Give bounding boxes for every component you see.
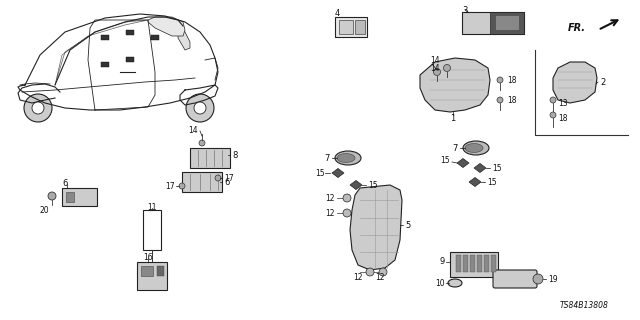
Bar <box>470 255 475 272</box>
Ellipse shape <box>335 151 361 165</box>
Text: 20: 20 <box>39 205 49 214</box>
Polygon shape <box>350 180 362 189</box>
Circle shape <box>497 77 503 83</box>
Circle shape <box>32 102 44 114</box>
Bar <box>126 30 134 35</box>
Text: FR.: FR. <box>568 23 586 33</box>
Text: 15: 15 <box>316 169 325 178</box>
Text: 1: 1 <box>451 114 456 123</box>
Bar <box>495 15 519 30</box>
Text: 18: 18 <box>558 114 568 123</box>
Text: 8: 8 <box>232 150 237 159</box>
Circle shape <box>550 112 556 118</box>
Text: 3: 3 <box>462 5 467 14</box>
Bar <box>101 62 109 67</box>
Circle shape <box>366 268 374 276</box>
Ellipse shape <box>463 141 489 155</box>
Polygon shape <box>457 158 469 167</box>
Text: 11: 11 <box>147 203 157 212</box>
Bar <box>62 188 97 206</box>
Bar <box>157 266 164 276</box>
Bar <box>463 255 468 272</box>
Text: 17: 17 <box>165 181 175 190</box>
Text: 4: 4 <box>335 9 340 18</box>
Bar <box>456 255 461 272</box>
Bar <box>335 17 367 37</box>
Text: 15: 15 <box>440 156 450 164</box>
Text: 13: 13 <box>558 99 568 108</box>
Text: 10: 10 <box>435 278 445 287</box>
Circle shape <box>194 102 206 114</box>
Text: 12: 12 <box>353 274 363 283</box>
Circle shape <box>533 274 543 284</box>
Bar <box>450 252 498 277</box>
Text: 12: 12 <box>326 209 335 218</box>
Circle shape <box>24 94 52 122</box>
Polygon shape <box>420 58 490 112</box>
Circle shape <box>433 68 440 76</box>
Polygon shape <box>178 26 190 50</box>
Polygon shape <box>474 164 486 172</box>
Text: 7: 7 <box>452 143 458 153</box>
Text: 19: 19 <box>548 275 557 284</box>
Circle shape <box>550 97 556 103</box>
Bar <box>151 35 159 40</box>
Text: 17: 17 <box>224 173 234 182</box>
Polygon shape <box>148 17 185 36</box>
Text: 9: 9 <box>440 258 445 267</box>
Text: 15: 15 <box>487 178 497 187</box>
Text: 2: 2 <box>600 77 605 86</box>
Polygon shape <box>55 20 148 85</box>
Circle shape <box>48 192 56 200</box>
Text: 6: 6 <box>224 178 229 187</box>
Polygon shape <box>553 62 597 103</box>
Circle shape <box>179 183 185 189</box>
Bar <box>126 57 134 62</box>
Text: 14: 14 <box>188 125 198 134</box>
Circle shape <box>497 97 503 103</box>
Text: 5: 5 <box>405 220 410 229</box>
Text: TS84B13808: TS84B13808 <box>560 301 609 310</box>
Text: 12: 12 <box>326 194 335 203</box>
Circle shape <box>444 65 451 71</box>
Circle shape <box>186 94 214 122</box>
Circle shape <box>215 175 221 181</box>
Bar <box>491 255 496 272</box>
Bar <box>462 12 524 34</box>
Bar <box>66 192 74 202</box>
Circle shape <box>343 209 351 217</box>
Ellipse shape <box>465 143 483 153</box>
Bar <box>339 20 353 34</box>
Bar <box>477 255 482 272</box>
Text: 18: 18 <box>507 95 516 105</box>
Polygon shape <box>469 178 481 187</box>
Bar <box>484 255 489 272</box>
Text: 12: 12 <box>375 274 385 283</box>
Bar <box>141 266 153 276</box>
Bar <box>137 262 167 290</box>
Bar <box>143 210 161 250</box>
Text: 14: 14 <box>430 63 440 73</box>
Ellipse shape <box>448 279 462 287</box>
Text: 7: 7 <box>324 154 330 163</box>
Ellipse shape <box>337 154 355 163</box>
Polygon shape <box>332 169 344 178</box>
Bar <box>101 35 109 40</box>
FancyBboxPatch shape <box>493 270 537 288</box>
Text: 6: 6 <box>62 179 68 188</box>
Circle shape <box>199 140 205 146</box>
Bar <box>182 172 222 192</box>
Circle shape <box>379 268 387 276</box>
Text: 15: 15 <box>492 164 502 172</box>
Text: 16: 16 <box>143 252 153 261</box>
Text: 18: 18 <box>507 76 516 84</box>
Bar <box>490 12 524 34</box>
Bar <box>190 148 230 168</box>
Polygon shape <box>350 185 402 270</box>
Bar <box>355 20 365 34</box>
Text: 15: 15 <box>368 180 378 189</box>
Circle shape <box>343 194 351 202</box>
Text: 14: 14 <box>430 55 440 65</box>
